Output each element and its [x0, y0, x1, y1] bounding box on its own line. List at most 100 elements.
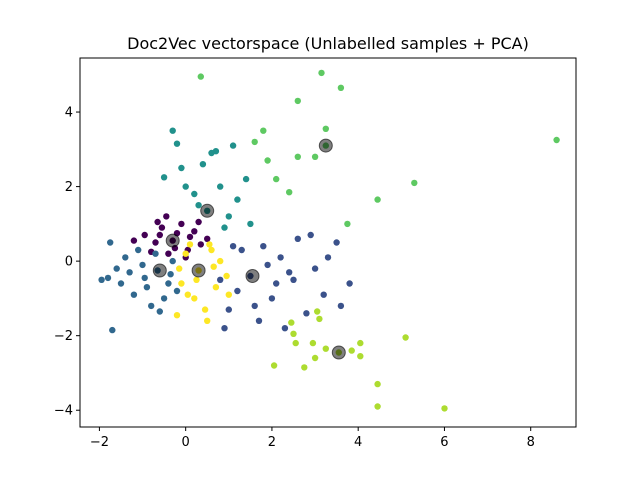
y-tick-label: −2 — [54, 329, 73, 344]
data-point-cluster-2-8 — [160, 295, 168, 302]
data-point-cluster-2-18 — [130, 291, 138, 298]
data-point-cluster-6-9 — [223, 272, 230, 280]
data-point-cluster-3-8 — [173, 140, 181, 147]
data-point-cluster-2-14 — [98, 276, 105, 283]
data-point-cluster-3-4 — [225, 213, 232, 220]
data-point-cluster-1-12 — [281, 325, 289, 332]
marks-layer — [98, 69, 560, 412]
data-point-cluster-1-7 — [333, 239, 340, 246]
data-point-cluster-3-11 — [160, 174, 168, 181]
data-point-cluster-3-17 — [212, 148, 220, 155]
x-tick-label: 6 — [440, 435, 448, 450]
data-point-cluster-5-17 — [441, 405, 448, 412]
x-tick-label: −2 — [90, 435, 109, 450]
data-point-cluster-2-9 — [135, 246, 142, 254]
data-point-cluster-0-5 — [165, 250, 172, 257]
data-point-cluster-5-10 — [322, 345, 329, 352]
data-point-cluster-5-2 — [290, 330, 297, 337]
chart-title: Doc2Vec vectorspace (Unlabelled samples … — [127, 34, 529, 53]
data-point-cluster-4-14 — [344, 220, 351, 228]
data-point-cluster-1-17 — [264, 261, 271, 269]
data-point-cluster-0-2 — [178, 220, 185, 228]
data-point-cluster-2-15 — [107, 239, 114, 246]
centroid-marker-3 — [200, 203, 215, 218]
data-point-cluster-4-3 — [337, 84, 345, 92]
centroid-marker-0 — [165, 233, 180, 248]
data-point-cluster-3-13 — [229, 142, 237, 149]
data-point-cluster-4-12 — [374, 196, 381, 203]
data-point-cluster-3-9 — [182, 183, 189, 190]
data-point-cluster-0-16 — [130, 237, 138, 244]
data-point-cluster-3-12 — [199, 161, 207, 168]
data-point-cluster-0-3 — [191, 228, 198, 235]
y-tick-label: 4 — [65, 106, 73, 121]
data-point-cluster-3-1 — [191, 190, 198, 198]
data-point-cluster-5-14 — [374, 380, 381, 388]
data-point-cluster-2-11 — [173, 287, 181, 295]
data-point-cluster-3-3 — [178, 164, 185, 172]
data-point-cluster-1-22 — [251, 302, 258, 310]
centroid-layer — [152, 138, 346, 360]
data-point-cluster-6-8 — [201, 306, 209, 313]
data-point-cluster-3-16 — [247, 220, 254, 228]
data-point-cluster-0-13 — [204, 235, 211, 242]
data-point-cluster-4-4 — [294, 97, 301, 105]
data-point-cluster-4-8 — [294, 153, 301, 160]
data-point-cluster-4-6 — [251, 138, 258, 146]
data-point-cluster-1-20 — [229, 243, 237, 250]
y-axis-ticks: −4 −2 0 2 4 — [54, 106, 80, 419]
data-point-cluster-6-3 — [178, 280, 185, 287]
data-point-cluster-1-15 — [294, 235, 301, 242]
data-point-cluster-1-11 — [255, 317, 263, 324]
data-point-cluster-5-16 — [402, 334, 409, 341]
data-point-cluster-3-15 — [221, 224, 228, 231]
data-point-cluster-4-13 — [411, 179, 418, 187]
data-point-cluster-6-10 — [186, 241, 194, 248]
centroid-marker-5 — [331, 345, 346, 360]
data-point-cluster-2-20 — [113, 265, 120, 272]
x-tick-label: 4 — [354, 435, 362, 450]
data-point-cluster-6-17 — [184, 291, 191, 298]
data-point-cluster-1-5 — [311, 265, 319, 272]
data-point-cluster-2-10 — [104, 274, 112, 282]
data-point-cluster-5-4 — [270, 362, 278, 369]
data-point-cluster-0-10 — [154, 218, 161, 226]
data-point-cluster-2-7 — [117, 280, 125, 287]
data-point-cluster-0-11 — [195, 218, 202, 226]
data-point-cluster-1-19 — [273, 280, 280, 287]
data-point-cluster-1-25 — [286, 269, 293, 276]
data-point-cluster-2-12 — [122, 254, 129, 261]
centroid-marker-4 — [318, 138, 333, 153]
data-point-cluster-3-7 — [242, 175, 250, 183]
data-point-cluster-2-4 — [126, 269, 133, 276]
x-tick-label: 8 — [527, 435, 535, 450]
data-point-cluster-1-14 — [238, 246, 245, 254]
data-point-cluster-4-7 — [260, 127, 267, 134]
data-point-cluster-1-23 — [337, 302, 345, 310]
data-point-cluster-0-1 — [158, 224, 166, 231]
data-point-cluster-0-14 — [163, 213, 170, 220]
data-point-cluster-6-11 — [206, 241, 213, 248]
data-point-cluster-1-9 — [303, 310, 310, 317]
data-point-cluster-5-1 — [288, 319, 295, 326]
data-point-cluster-6-15 — [193, 276, 200, 283]
data-point-cluster-3-14 — [195, 202, 202, 209]
data-point-cluster-4-1 — [197, 73, 204, 80]
data-point-cluster-0-7 — [197, 241, 204, 248]
data-point-cluster-0-19 — [156, 231, 163, 239]
data-point-cluster-2-13 — [148, 302, 155, 310]
data-point-cluster-4-2 — [318, 69, 325, 77]
centroid-marker-6 — [191, 263, 206, 278]
data-point-cluster-2-6 — [152, 250, 159, 257]
centroid-marker-2 — [152, 263, 167, 278]
data-point-cluster-1-16 — [221, 325, 228, 332]
data-point-cluster-3-6 — [169, 127, 176, 134]
data-point-cluster-1-6 — [268, 295, 276, 302]
data-point-cluster-1-2 — [277, 254, 284, 261]
data-point-cluster-5-7 — [316, 315, 323, 323]
data-point-cluster-6-14 — [225, 291, 232, 298]
data-point-cluster-1-10 — [320, 291, 327, 298]
